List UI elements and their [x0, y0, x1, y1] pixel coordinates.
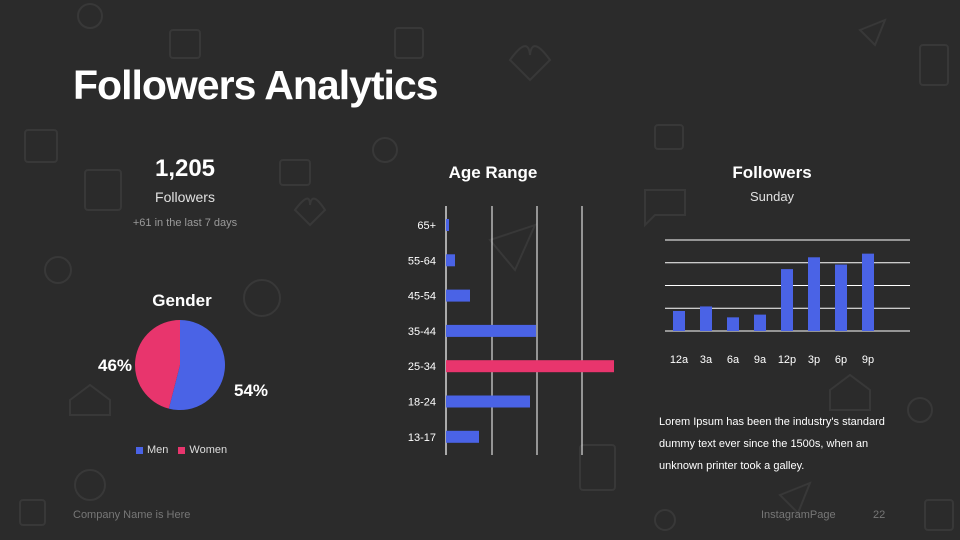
age-bar [446, 324, 536, 337]
age-bar [446, 289, 470, 302]
age-tick-label: 13-17 [408, 432, 436, 444]
age-bar [446, 395, 530, 408]
plus-icon [654, 509, 676, 531]
plus-icon [372, 137, 398, 163]
plus-icon [44, 256, 72, 284]
legend-item-women: Women [178, 444, 227, 456]
age-range-title: Age Range [448, 163, 538, 182]
footer-page-name: InstagramPage [761, 509, 836, 521]
video-icon [279, 159, 311, 186]
age-bar [446, 219, 449, 231]
gender-legend: Men Women [136, 444, 227, 456]
followers-hour-chart: 12a 3a 6a 9a 12p 3p 6p 9p [665, 239, 910, 366]
gender-title: Gender [152, 291, 212, 310]
hour-tick-label: 3a [700, 354, 713, 366]
page-title: Followers Analytics [73, 62, 439, 108]
hour-bar [700, 306, 712, 331]
hour-tick-label: 3p [808, 354, 820, 366]
image-icon [19, 499, 46, 526]
home-icon [69, 383, 111, 416]
legend-swatch-women [178, 446, 186, 454]
pie-slice-women [135, 320, 180, 409]
hour-tick-label: 6p [835, 354, 847, 366]
description-text: Lorem Ipsum has been the industry's stan… [659, 416, 885, 472]
pie-label-women: 46% [98, 356, 133, 375]
age-tick-label: 25-34 [408, 361, 436, 373]
age-range-chart: 65+ 55-64 45-54 35-44 25-34 18-24 13-17 [408, 206, 614, 455]
hour-tick-label: 9a [754, 354, 767, 366]
pie-label-men: 54% [234, 381, 269, 400]
heart-icon [508, 45, 552, 82]
hour-bar [808, 257, 820, 331]
hour-bar [781, 269, 793, 331]
footer-company: Company Name is Here [73, 509, 191, 521]
video-icon [579, 444, 616, 491]
legend-swatch-men [136, 446, 143, 454]
followers-change: +61 in the last 7 days [132, 217, 238, 229]
user-icon [74, 469, 106, 501]
video-icon [394, 27, 424, 59]
age-tick-label: 18-24 [408, 397, 436, 409]
send-icon [488, 223, 537, 272]
age-tick-label: 45-54 [408, 291, 436, 303]
hour-bar [727, 317, 739, 331]
age-bar [446, 254, 455, 267]
followers-label: Followers [155, 189, 215, 205]
age-tick-label: 35-44 [408, 326, 436, 338]
home-icon [829, 373, 871, 411]
legend-label-men: Men [147, 444, 169, 456]
heart-icon [293, 197, 327, 227]
hour-bar [862, 253, 874, 331]
user-icon [243, 279, 281, 317]
followers-chart-title: Followers [732, 163, 812, 182]
list-icon [924, 499, 954, 531]
plus-icon [907, 397, 933, 423]
age-tick-label: 65+ [417, 220, 436, 232]
video-icon [169, 29, 201, 59]
camera-icon [77, 3, 103, 29]
pie-slice-men [168, 320, 225, 410]
hour-bar [673, 310, 685, 331]
age-bar [446, 430, 479, 443]
send-icon [778, 481, 812, 515]
hour-tick-label: 9p [862, 354, 874, 366]
legend-item-men: Men [136, 444, 168, 456]
hour-tick-label: 12a [670, 354, 689, 366]
gender-pie-chart [135, 320, 225, 410]
age-tick-label: 55-64 [408, 255, 436, 267]
hour-bar [835, 264, 847, 331]
send-icon [858, 18, 887, 47]
followers-count: 1,205 [154, 155, 216, 182]
image-icon [24, 129, 58, 163]
chat-icon [644, 189, 686, 228]
bookmark-icon [919, 44, 949, 86]
hour-tick-label: 12p [778, 354, 796, 366]
followers-chart-subtitle: Sunday [749, 189, 795, 204]
legend-label-women: Women [189, 444, 228, 456]
video-icon [654, 124, 684, 150]
age-bar [446, 360, 614, 373]
hour-bar [754, 314, 766, 331]
footer-page-number: 22 [873, 509, 886, 521]
hour-tick-label: 6a [727, 354, 740, 366]
list-icon [84, 169, 122, 211]
